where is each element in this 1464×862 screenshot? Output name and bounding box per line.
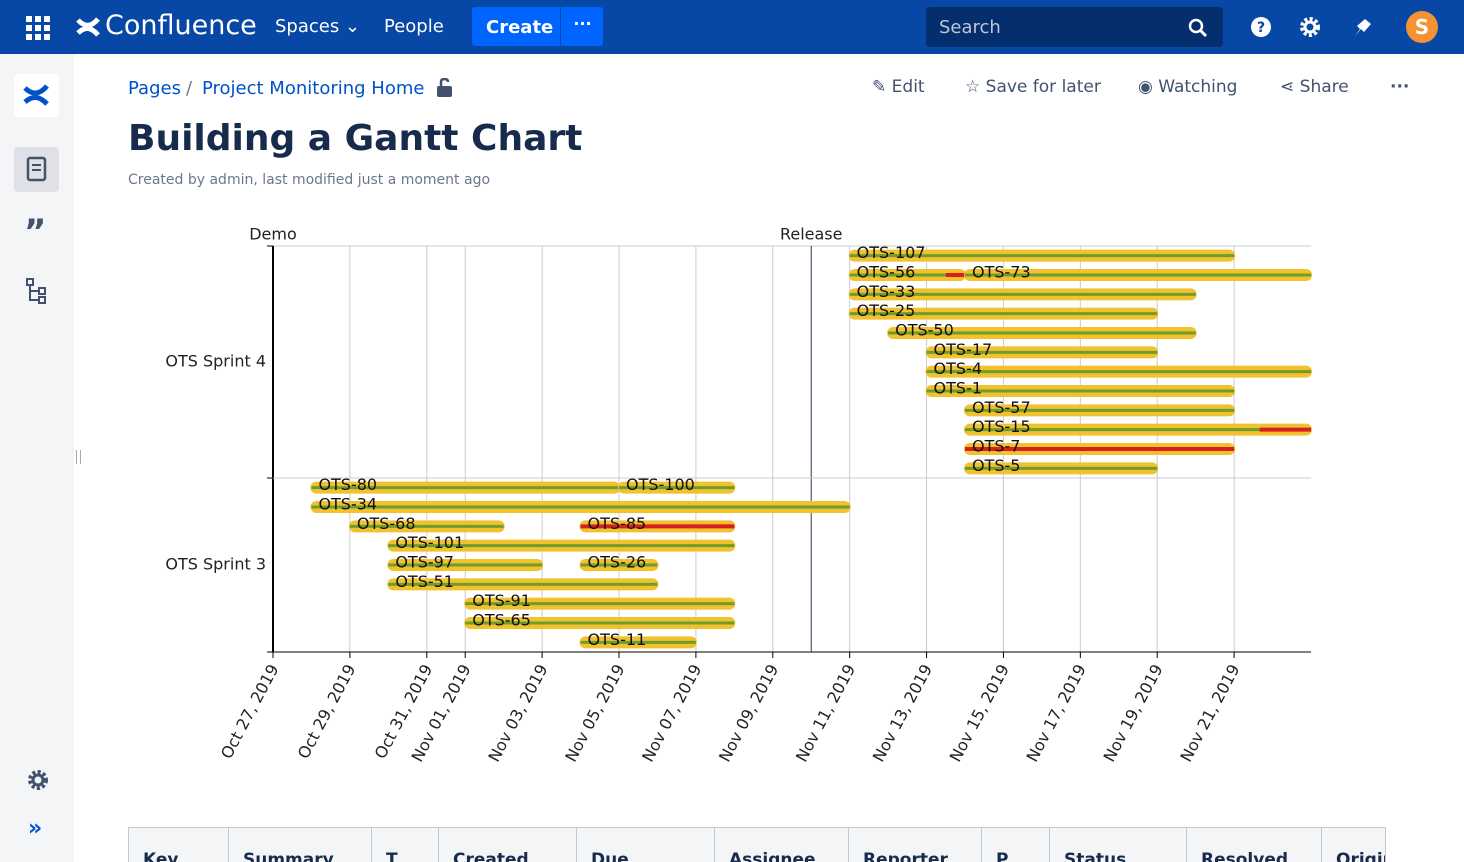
sidebar: ” » <box>0 54 74 862</box>
issues-table: Key Summary T Created Due Assignee Reporter P St… <box>128 827 1386 862</box>
column-header[interactable]: Summary <box>228 827 372 862</box>
task-label: OTS-33 <box>857 282 916 301</box>
brand[interactable]: Confluence <box>105 10 257 41</box>
task-label: OTS-101 <box>395 533 464 552</box>
breadcrumb-separator: / <box>186 78 193 99</box>
people-link[interactable]: People <box>384 16 444 37</box>
tree-icon[interactable] <box>26 278 48 304</box>
search-box[interactable]: Search <box>926 7 1223 47</box>
task-label: OTS-50 <box>895 321 954 340</box>
save-action[interactable]: ☆ Save for later <box>965 77 1101 97</box>
column-header[interactable]: Reporter <box>848 827 982 862</box>
marker-label: Demo <box>249 225 297 244</box>
column-header[interactable]: Origin <box>1321 827 1386 862</box>
task-label: OTS-1 <box>934 379 982 398</box>
task-label: OTS-97 <box>395 553 454 572</box>
edit-action[interactable]: ✎ Edit <box>872 77 925 97</box>
task-label: OTS-4 <box>934 359 982 378</box>
create-button[interactable]: Create <box>486 17 554 38</box>
column-header[interactable]: T <box>371 827 439 862</box>
task-label: OTS-26 <box>588 553 647 572</box>
avatar[interactable]: S <box>1406 11 1438 43</box>
space-settings-icon[interactable] <box>27 769 49 791</box>
column-header[interactable]: Assignee <box>714 827 849 862</box>
task-label: OTS-57 <box>972 398 1031 417</box>
byline: Created by admin, last modified just a m… <box>128 172 491 188</box>
spaces-menu[interactable]: Spaces ⌄ <box>275 16 361 37</box>
breadcrumb-link[interactable]: Pages <box>128 78 181 99</box>
watch-label: Watching <box>1158 77 1238 97</box>
gantt-chart: Oct 27, 2019 Oct 29, 2019 Oct 31, 2019Nov … <box>165 225 1312 765</box>
column-header[interactable]: Due <box>576 827 715 862</box>
task-label: OTS-25 <box>857 301 916 320</box>
x-tick-label: Nov 13, 2019 <box>869 661 936 765</box>
pages-icon[interactable] <box>14 147 59 192</box>
x-tick-label: Nov 17, 2019 <box>1023 661 1090 765</box>
x-tick-label: Oct 29, 2019 <box>294 661 360 762</box>
resize-handle[interactable] <box>76 450 81 464</box>
x-tick-label: Nov 09, 2019 <box>715 661 782 765</box>
save-label: Save for later <box>985 77 1101 97</box>
app-switcher[interactable] <box>26 16 50 40</box>
svg-text:?: ? <box>1257 20 1265 36</box>
x-tick-label: Nov 15, 2019 <box>946 661 1013 765</box>
x-tick-label: Nov 05, 2019 <box>561 661 628 765</box>
edit-label: Edit <box>891 77 925 97</box>
task-label: OTS-65 <box>472 611 531 630</box>
breadcrumb-link[interactable]: Project Monitoring Home <box>202 78 425 99</box>
more-actions[interactable]: ··· <box>1390 77 1410 97</box>
search-placeholder: Search <box>939 17 1001 38</box>
restrictions-icon[interactable] <box>436 78 454 98</box>
task-label: OTS-73 <box>972 263 1031 282</box>
task-label: OTS-5 <box>972 456 1020 475</box>
share-label: Share <box>1299 77 1349 97</box>
task-label: OTS-34 <box>318 495 377 514</box>
task-label: OTS-85 <box>588 514 647 533</box>
column-header[interactable]: Created <box>438 827 577 862</box>
task-label: OTS-7 <box>972 437 1020 456</box>
task-label: OTS-17 <box>934 340 993 359</box>
table-header-row: Key Summary T Created Due Assignee Reporter P St… <box>128 827 1386 862</box>
top-bar: Confluence Spaces ⌄ People Create ··· Se… <box>0 0 1464 54</box>
share-action[interactable]: ⋖ Share <box>1280 77 1349 97</box>
task-label: OTS-51 <box>395 572 454 591</box>
marker-label: Release <box>780 225 843 244</box>
task-label: OTS-68 <box>357 514 416 533</box>
expand-sidebar[interactable]: » <box>28 816 43 841</box>
task-label: OTS-11 <box>588 630 647 649</box>
column-header[interactable]: Resolved <box>1186 827 1322 862</box>
space-logo[interactable] <box>14 74 59 117</box>
task-label: OTS-15 <box>972 417 1031 436</box>
spaces-label: Spaces <box>275 16 340 37</box>
x-tick-label: Nov 11, 2019 <box>792 661 859 765</box>
column-header[interactable]: Key <box>128 827 229 862</box>
x-tick-label: Nov 07, 2019 <box>638 661 705 765</box>
task-label: OTS-100 <box>626 475 695 494</box>
category-label: OTS Sprint 4 <box>165 352 266 371</box>
notifications-icon[interactable] <box>1351 16 1373 38</box>
watch-action[interactable]: ◉ Watching <box>1138 77 1238 97</box>
search-icon <box>1188 18 1208 38</box>
column-header[interactable]: Status <box>1049 827 1187 862</box>
more-button[interactable]: ··· <box>560 7 604 46</box>
x-tick-label: Nov 21, 2019 <box>1176 661 1243 765</box>
task-label: OTS-107 <box>857 243 926 262</box>
x-tick-label: Nov 03, 2019 <box>484 661 551 765</box>
task-label: OTS-80 <box>318 475 377 494</box>
settings-icon[interactable] <box>1299 16 1321 38</box>
logo <box>76 17 100 37</box>
column-header[interactable]: P <box>981 827 1050 862</box>
create-group: Create ··· <box>472 7 603 46</box>
page-title: Building a Gantt Chart <box>128 118 583 159</box>
help-icon[interactable]: ? <box>1250 16 1272 38</box>
category-label: OTS Sprint 3 <box>165 555 266 574</box>
task-label: OTS-91 <box>472 591 531 610</box>
x-tick-label: Nov 19, 2019 <box>1099 661 1166 765</box>
task-label: OTS-56 <box>857 263 916 282</box>
x-tick-label: Oct 27, 2019 <box>217 661 283 762</box>
blog-icon[interactable]: ” <box>24 212 47 252</box>
